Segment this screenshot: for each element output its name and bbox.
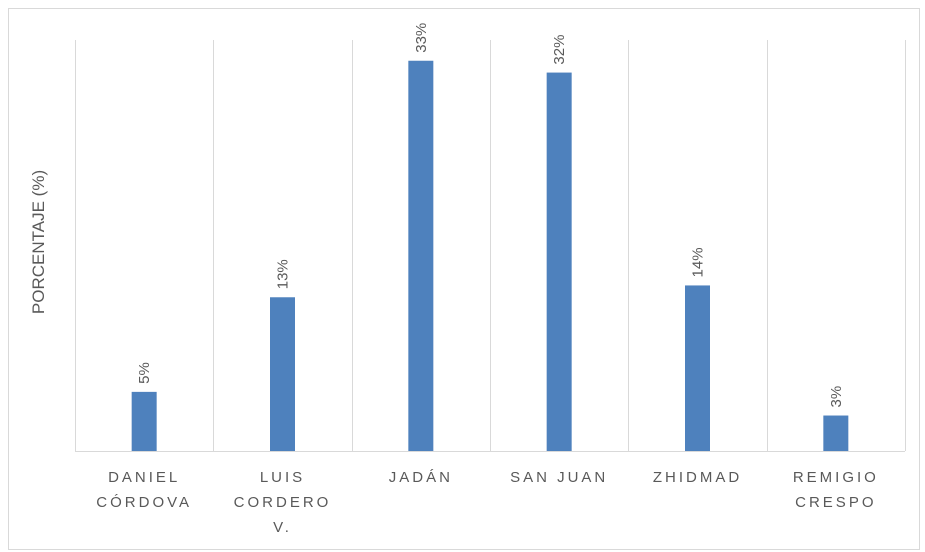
data-label: 13% <box>275 259 292 289</box>
x-tick-label: JADÁN <box>389 469 453 486</box>
bar <box>131 391 157 451</box>
x-tick-label-line: LUIS <box>260 469 305 486</box>
x-tick-label-line: V. <box>273 519 292 536</box>
data-label: 33% <box>413 23 430 53</box>
data-label: 3% <box>828 386 845 408</box>
x-tick-label: DANIEL CÓRDOVA <box>96 469 192 511</box>
data-label: 14% <box>690 247 707 277</box>
x-tick-label-line: ZHIDMAD <box>653 469 742 486</box>
bar <box>408 60 434 451</box>
data-label: 32% <box>551 35 568 65</box>
x-tick-label: LUIS CORDERO V. <box>234 469 332 536</box>
bar <box>685 285 710 451</box>
x-tick-label: ZHIDMAD <box>653 469 742 486</box>
data-labels: 5% 13% 33% 32% 14% 3% <box>136 23 845 408</box>
y-axis-title: PORCENTAJE (%) <box>29 170 48 314</box>
x-tick-label-line: SAN JUAN <box>510 469 608 486</box>
bars <box>131 60 849 452</box>
x-tick-label: SAN JUAN <box>510 469 608 486</box>
bar <box>546 72 572 452</box>
category-ticks: DANIEL CÓRDOVA LUIS CORDERO V. JADÁN SAN JUAN Z… <box>96 469 879 536</box>
x-tick-label-line: CRESPO <box>795 494 876 511</box>
x-tick-label-line: CÓRDOVA <box>96 494 192 511</box>
x-tick-label-line: CORDERO <box>234 494 332 511</box>
bar <box>270 297 295 451</box>
x-tick-label-line: REMIGIO <box>793 469 879 486</box>
gridlines <box>75 40 906 452</box>
bar <box>823 415 849 451</box>
x-tick-label-line: DANIEL <box>108 469 180 486</box>
data-label: 5% <box>136 362 153 384</box>
x-tick-label-line: JADÁN <box>389 469 453 486</box>
x-tick-label: REMIGIO CRESPO <box>793 469 879 511</box>
